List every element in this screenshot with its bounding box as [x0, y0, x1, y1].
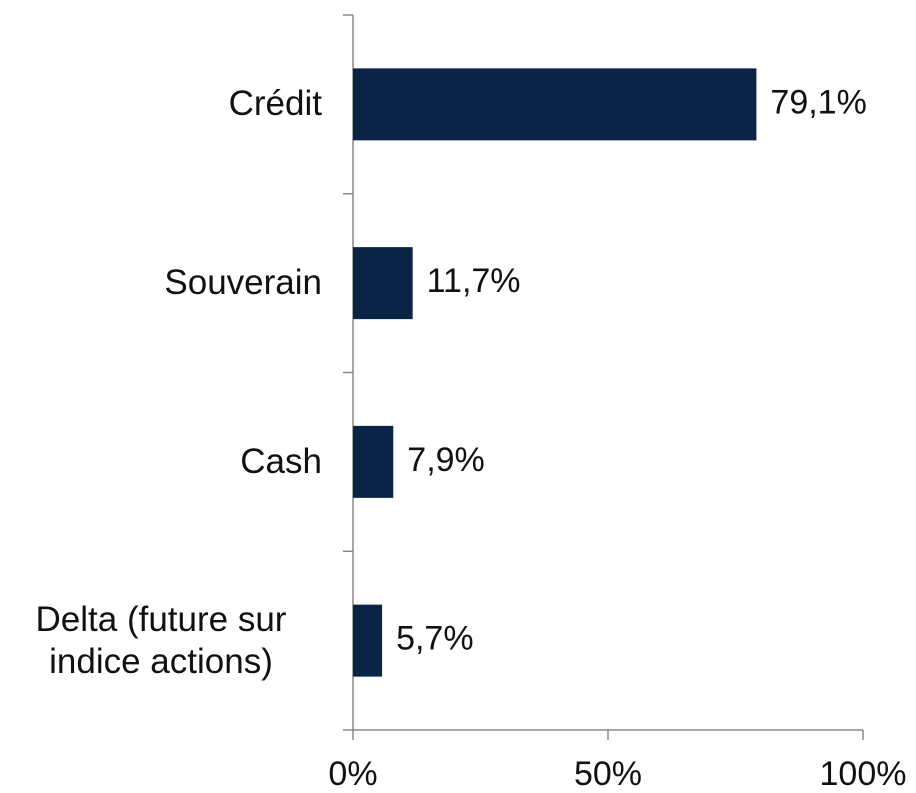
category-label: Cash	[0, 441, 322, 483]
bar	[353, 604, 383, 677]
value-label: 5,7%	[396, 620, 474, 658]
bar	[353, 247, 413, 320]
x-tick-label: 0%	[328, 755, 377, 793]
value-label: 11,7%	[427, 262, 521, 300]
value-label: 79,1%	[770, 83, 866, 121]
category-text: Cash	[240, 441, 322, 481]
category-label: Delta (future sur indice actions)	[0, 599, 322, 683]
category-text: Delta (future sur indice actions)	[35, 599, 287, 681]
bar	[353, 68, 757, 141]
x-tick-label: 100%	[820, 755, 907, 793]
category-label: Crédit	[0, 83, 322, 125]
category-text: Souverain	[164, 263, 322, 303]
bar	[353, 425, 394, 498]
category-label: Souverain	[0, 262, 322, 304]
category-text: Crédit	[228, 84, 322, 124]
value-label: 7,9%	[407, 441, 485, 479]
x-tick-label: 50%	[574, 755, 642, 793]
